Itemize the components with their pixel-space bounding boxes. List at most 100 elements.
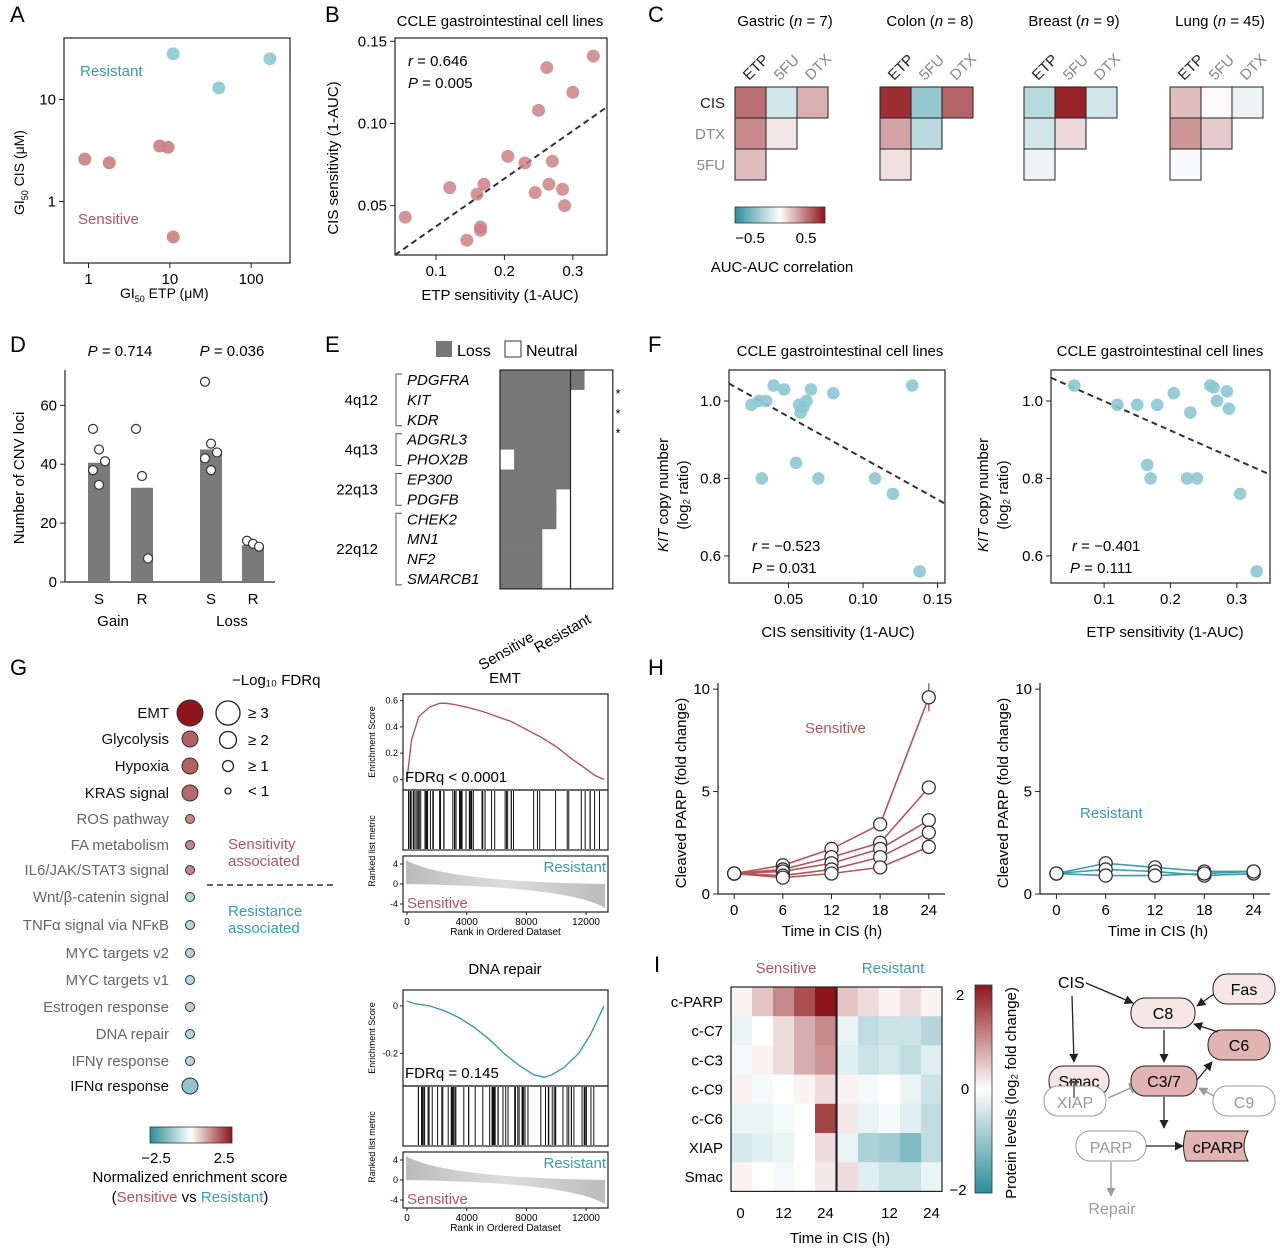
edge-c9-c37 [1198,1087,1215,1097]
heatmap-cell [773,1103,795,1134]
cnv-cell [528,569,543,590]
pathway-label: Estrogen response [43,999,169,1016]
barcode-frame [402,789,609,851]
r-stat-left: r = −0.523 [752,538,820,555]
cnv-cell [584,449,599,470]
x-tick-label: 0.2 [1160,591,1181,608]
node-cparp-box [1183,1130,1249,1162]
pathway-label: DNA repair [96,1026,169,1043]
heatmap-cell [1023,148,1056,181]
y-tick-label: 4 [393,1155,398,1165]
heatmap-cell [1023,117,1056,150]
cnv-cell [598,370,614,391]
y-tick-label: 10 [39,91,56,108]
panel-c: C Gastric (n = 7)ETP5FUDTXCISDTX5FUColon… [648,2,1270,276]
panel-f-frame [728,369,946,584]
x-tick-label: 12 [1147,902,1164,919]
heatmap-cell [1231,86,1264,119]
rank-axis-label: Ranked list metric [367,815,377,887]
heatmap-cell [731,1133,753,1163]
y-tick-label: -4 [390,1195,398,1205]
gene-label: PDGFRA [407,372,470,389]
panel-label-h: H [648,655,664,680]
data-point [398,210,412,224]
pathway-label: MYC targets v1 [66,972,169,989]
locus-bracket [395,433,402,466]
heatmap-cell [796,86,829,119]
data-point [1246,864,1261,879]
data-point [1140,458,1154,472]
y-tick-label: 0 [393,1001,398,1011]
regression-line [1050,376,1271,476]
regression-line [394,106,608,256]
data-point [99,456,111,467]
significance-star: * [615,406,620,421]
gene-label: ADGRL3 [406,432,468,449]
enrichment-dot [181,757,199,775]
p-stat: P = 0.005 [408,75,473,92]
heatmap-title: Colon (n = 8) [886,13,973,30]
data-point [87,423,99,434]
column-label: DTX [1091,51,1124,84]
heatmap-frame [499,369,614,590]
y-tick-label: 0 [393,1175,398,1185]
cnv-cell [528,509,543,530]
cnv-cell [598,389,614,411]
node-xiap: XIAP [1057,1095,1093,1112]
data-point [921,839,936,855]
data-point [1250,565,1264,578]
heatmap-cell [858,1016,880,1046]
cnv-cell [500,509,515,530]
cnv-cell [500,569,515,590]
x-tick-label: 6 [779,902,787,919]
heatmap-cell [752,1045,774,1075]
data-point [586,49,600,63]
heatmap-cell [752,1016,774,1046]
heatmap-cell [1200,86,1233,119]
cnv-cell [598,529,614,550]
cnv-cell [542,469,557,490]
x-tick-label: 24 [923,1205,940,1222]
enrichment-dot [181,730,199,748]
cnv-cell [514,529,529,550]
data-point [87,465,99,476]
cnv-cell [514,389,529,411]
cnv-cell [570,370,585,391]
data-point [1197,866,1212,881]
y-tick-label: 0.8 [1022,470,1043,487]
x-tick-label: R [137,591,148,608]
row-label: 5FU [697,157,725,174]
size-legend-label: ≥ 3 [248,705,269,722]
cnv-cell [500,409,515,430]
cnv-cell [514,409,529,430]
locus-label: 4q12 [345,392,378,409]
x-tick-label: 0.1 [426,263,447,280]
x-tick-label: 0.15 [923,591,952,608]
data-point [477,177,491,191]
data-point [804,383,818,396]
data-point [166,47,180,61]
heatmap-cell [1169,117,1202,150]
x-tick-label: 18 [1196,902,1213,919]
panel-label-a: A [10,2,25,27]
heatmap-cell [815,1162,837,1192]
cnv-cell [556,449,571,470]
cnv-cell [500,449,515,470]
data-point [1111,398,1124,412]
data-point [872,817,888,832]
x-tick-label: 0.1 [1094,591,1115,608]
column-label: ETP [885,51,918,84]
data-point [518,156,532,170]
cnv-cell [500,529,515,550]
cnv-cell [556,489,571,510]
y-tick-label: 0.2 [385,748,398,758]
data-point [1147,868,1163,883]
node-xiap-box [1043,1085,1107,1117]
cnv-cell [542,509,557,530]
node-c9: C9 [1234,1095,1255,1112]
panel-label-f: F [648,332,661,357]
cnv-cell [584,489,599,510]
enrichment-dot [185,892,195,902]
enrichment-dot [185,814,195,824]
y-axis-label: Number of CNV loci [11,412,28,545]
